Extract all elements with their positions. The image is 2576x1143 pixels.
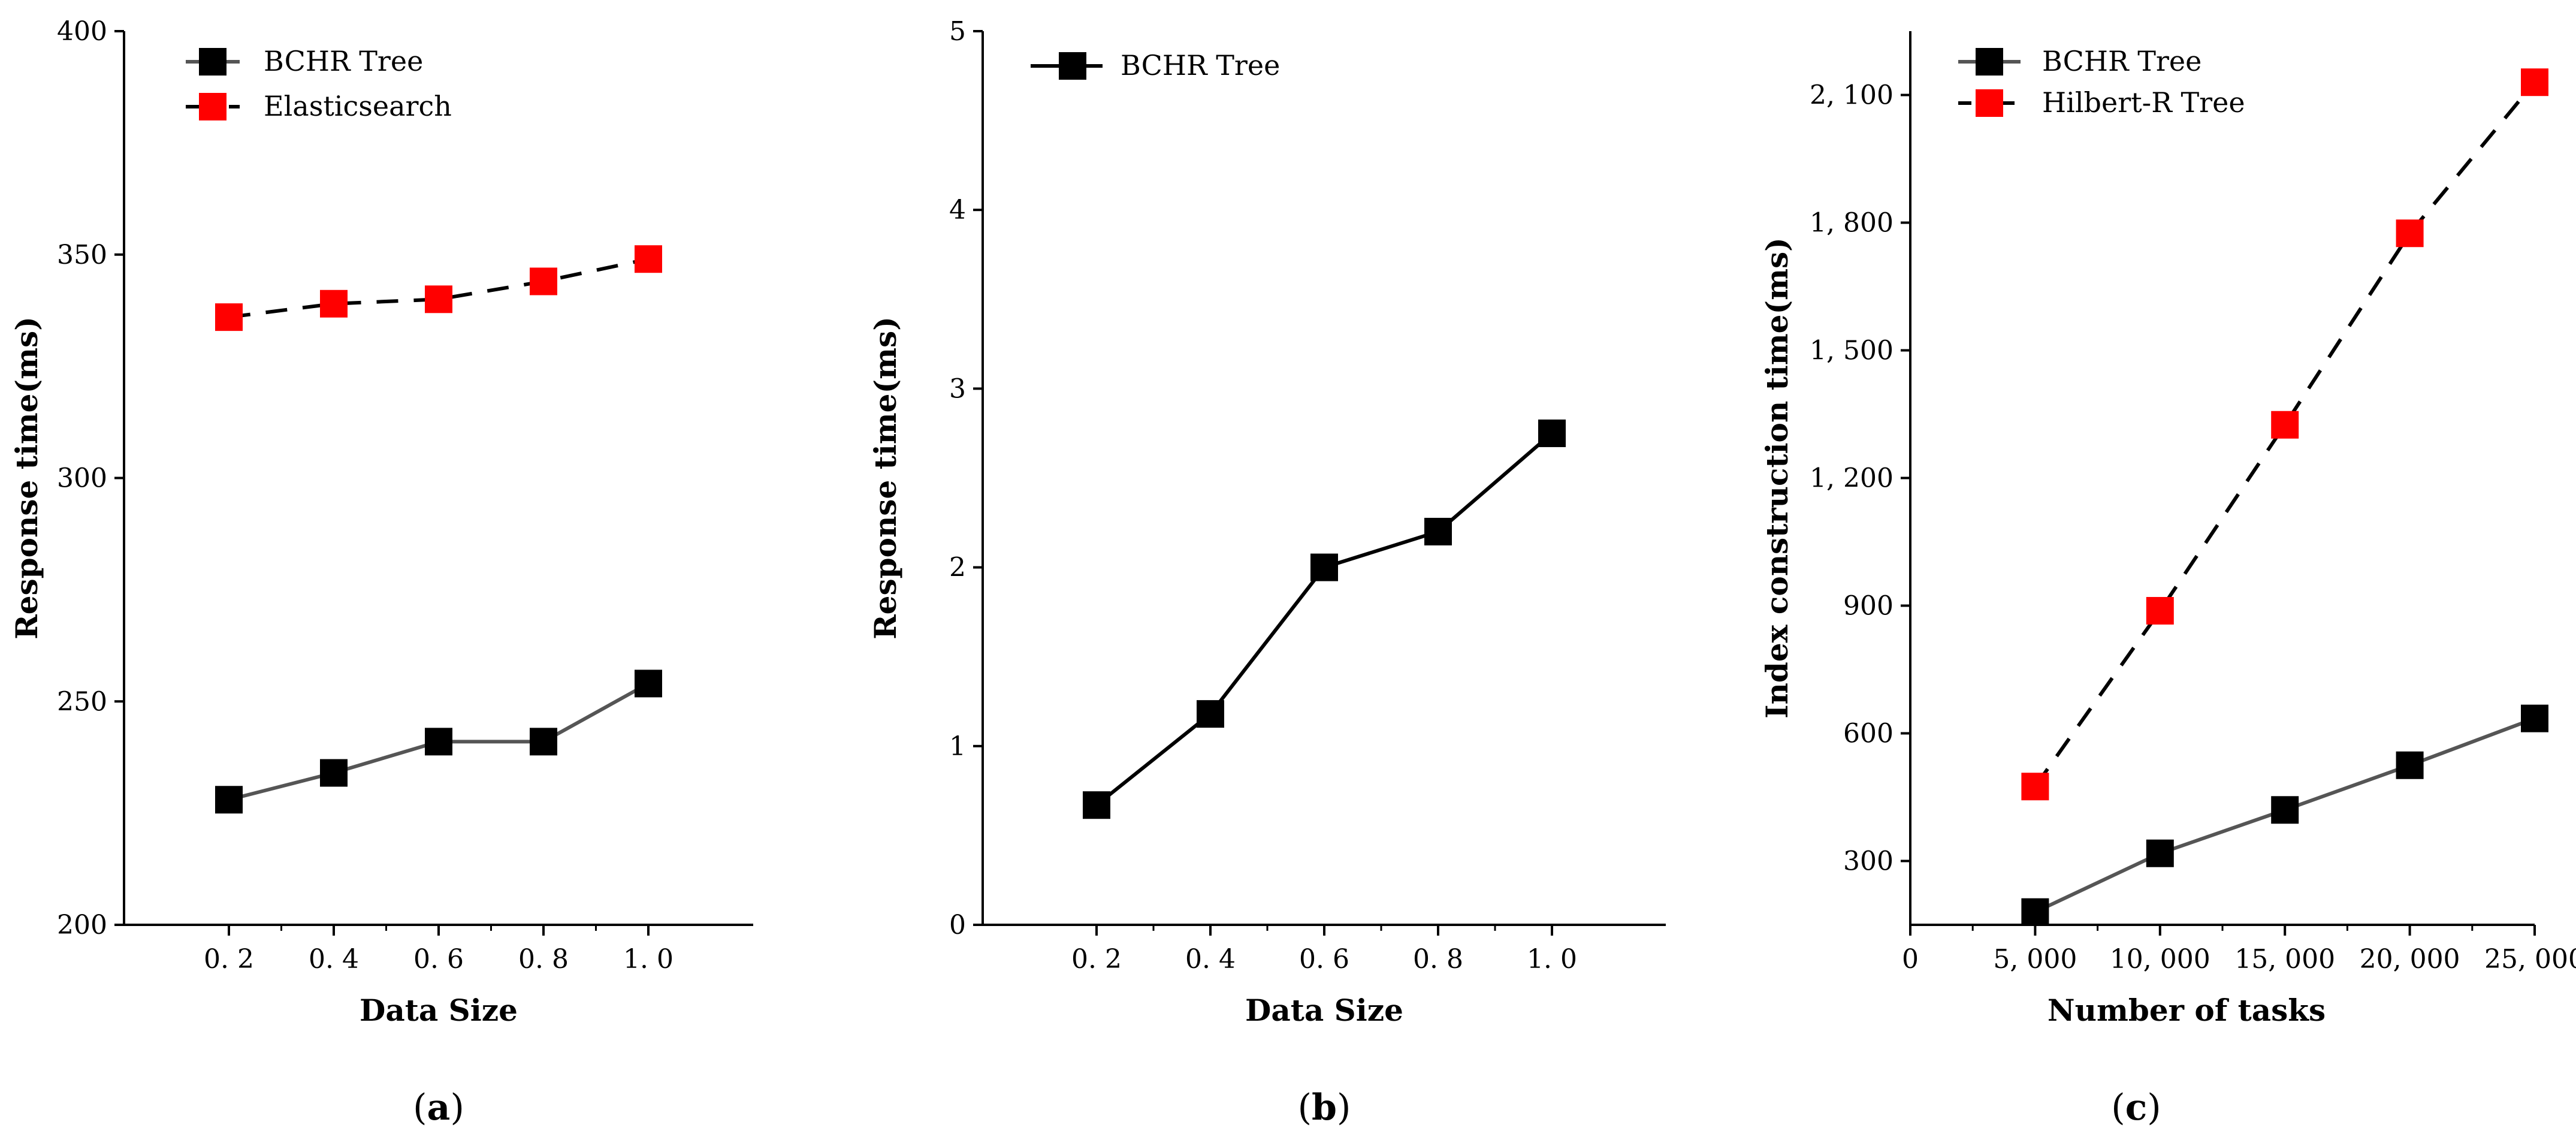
legend: BCHR Tree Hilbert-R Tree: [2042, 45, 2245, 119]
y-tick-label: 2: [949, 553, 966, 583]
legend-marker: [1059, 52, 1086, 80]
data-point: [2396, 751, 2424, 779]
legend: BCHR Tree: [1121, 49, 1280, 82]
y-tick-label: 4: [949, 195, 966, 225]
x-tick-label: 15, 000: [2234, 944, 2335, 975]
data-point: [635, 669, 662, 698]
legend-label: BCHR Tree: [1121, 49, 1280, 82]
data-point: [2521, 68, 2548, 96]
data-point: [530, 728, 557, 756]
x-tick-label: 20, 000: [2360, 944, 2460, 975]
legend-label: BCHR Tree: [2042, 45, 2201, 77]
legend-label: Elasticsearch: [264, 90, 452, 122]
data-point: [2396, 219, 2424, 248]
panel-b-y-axis: 0 1 2 3 4 5: [949, 16, 966, 940]
legend-marker: [1976, 48, 2003, 76]
x-tick-label: 0. 2: [204, 944, 254, 975]
data-point: [2271, 411, 2299, 439]
panel-c-chart: 0 5, 000 10, 000 15, 000 20, 000 25, 000…: [1759, 31, 2576, 1129]
x-tick-label: 0. 6: [413, 944, 464, 975]
x-tick-label: 10, 000: [2110, 944, 2210, 975]
data-point: [1083, 791, 1110, 819]
data-point: [2521, 704, 2548, 732]
y-axis-label: Index construction time(ms): [1759, 237, 1795, 719]
y-axis-label: Response time(ms): [9, 316, 44, 640]
x-tick-label: 0: [1902, 944, 1919, 975]
y-tick-label: 2, 100: [1810, 80, 1894, 111]
data-point: [1197, 700, 1224, 728]
panel-b-x-axis: 0. 2 0. 4 0. 6 0. 8 1. 0: [1071, 944, 1577, 975]
series-line: [1095, 432, 1553, 807]
data-point: [635, 245, 662, 273]
y-tick-label: 250: [57, 686, 107, 717]
y-tick-label: 5: [949, 16, 966, 47]
data-point: [320, 289, 348, 318]
panel-c-x-axis: 0 5, 000 10, 000 15, 000 20, 000 25, 000: [1902, 944, 2576, 975]
data-point: [215, 786, 243, 814]
data-point: [215, 303, 243, 331]
y-tick-label: 400: [57, 16, 107, 47]
x-tick-label: 0. 8: [1413, 944, 1463, 975]
panel-caption: (a): [413, 1087, 464, 1129]
x-tick-label: 0. 4: [1185, 944, 1236, 975]
y-tick-label: 300: [57, 463, 107, 494]
y-tick-label: 900: [1843, 591, 1894, 622]
x-tick-label: 0. 4: [309, 944, 359, 975]
panel-caption: (c): [2111, 1087, 2161, 1129]
data-point: [2146, 839, 2174, 867]
y-tick-label: 0: [949, 910, 966, 940]
x-axis-label: Data Size: [360, 993, 518, 1028]
legend-label: BCHR Tree: [264, 45, 423, 77]
y-tick-label: 1, 200: [1810, 463, 1894, 494]
x-tick-label: 0. 6: [1299, 944, 1349, 975]
data-point: [2146, 597, 2174, 625]
y-tick-label: 1: [949, 731, 966, 762]
caption-letter: b: [1312, 1087, 1337, 1129]
y-tick-label: 200: [57, 910, 107, 940]
y-tick-label: 300: [1843, 846, 1894, 877]
data-point: [1310, 553, 1338, 581]
panel-a-y-axis: 200 250 300 350 400: [57, 16, 107, 940]
panel-c-y-axis: 300 600 900 1, 200 1, 500 1, 800 2, 100: [1810, 80, 1894, 877]
data-point: [425, 728, 452, 756]
x-tick-label: 1. 0: [623, 944, 674, 975]
data-point: [530, 267, 557, 295]
y-tick-label: 350: [57, 240, 107, 270]
data-point: [1538, 419, 1566, 447]
x-axis-label: Number of tasks: [2047, 993, 2326, 1028]
series-line: [228, 257, 649, 319]
legend: BCHR Tree Elasticsearch: [264, 45, 452, 122]
caption-letter: c: [2125, 1087, 2148, 1129]
x-axis-label: Data Size: [1245, 993, 1403, 1028]
panel-a-x-axis: 0. 2 0. 4 0. 6 0. 8 1. 0: [204, 944, 674, 975]
legend-marker: [1976, 89, 2003, 117]
x-tick-label: 1. 0: [1527, 944, 1577, 975]
data-point: [320, 759, 348, 787]
data-point: [2271, 796, 2299, 824]
y-axis-label: Response time(ms): [868, 316, 903, 640]
legend-marker: [199, 48, 227, 76]
panel-b-chart: 0. 2 0. 4 0. 6 0. 8 1. 0 0 1 2 3 4 5 Dat…: [868, 16, 1666, 1129]
y-tick-label: 3: [949, 373, 966, 404]
panel-a-chart: 0. 2 0. 4 0. 6 0. 8 1. 0 200 250 300 350…: [9, 16, 753, 1129]
y-tick-label: 1, 500: [1810, 336, 1894, 366]
data-point: [425, 285, 452, 313]
x-tick-label: 25, 000: [2484, 944, 2576, 975]
x-tick-label: 0. 2: [1071, 944, 1122, 975]
data-point: [2021, 773, 2049, 801]
panel-caption: (b): [1298, 1087, 1351, 1129]
data-point: [1424, 517, 1452, 545]
y-tick-label: 600: [1843, 719, 1894, 749]
legend-label: Hilbert-R Tree: [2042, 86, 2245, 119]
data-point: [2021, 898, 2049, 926]
y-tick-label: 1, 800: [1810, 208, 1894, 239]
x-tick-label: 0. 8: [518, 944, 569, 975]
caption-letter: a: [427, 1087, 451, 1129]
x-tick-label: 5, 000: [1993, 944, 2077, 975]
legend-marker: [199, 93, 227, 120]
